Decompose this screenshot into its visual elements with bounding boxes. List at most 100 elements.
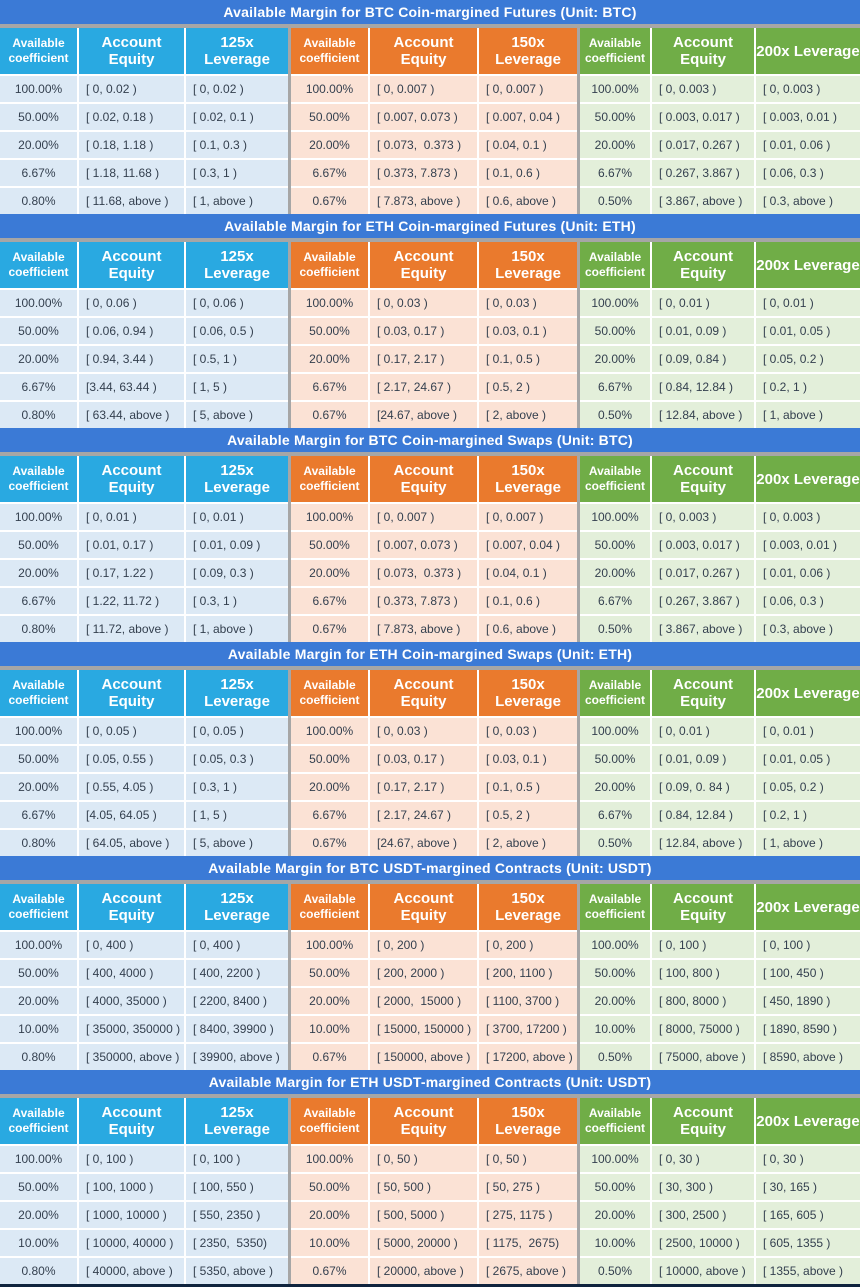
coefficient-header: Available coefficient <box>580 242 650 288</box>
table-groups: Available coefficient Account Equity 125x … <box>0 28 860 214</box>
equity-header: Account Equity <box>79 456 184 502</box>
leverage-header: 200x Leverage <box>756 1098 860 1144</box>
leverage-group-orange: Available coefficient Account Equity 150x … <box>291 1098 577 1284</box>
leverage-group-blue: Available coefficient Account Equity 125x … <box>0 28 288 214</box>
equity-range-cell: [ 0.03, 0.17 ) <box>370 318 477 344</box>
coefficient-cell: 0.80% <box>0 188 77 214</box>
equity-range-cell: [ 0.073, 0.373 ) <box>370 132 477 158</box>
leverage-range-cell: [ 1100, 3700 ) <box>479 988 577 1014</box>
leverage-header: 150x Leverage <box>479 28 577 74</box>
leverage-range-cell: [ 0, 400 ) <box>186 932 288 958</box>
title-separator <box>0 238 860 242</box>
leverage-group-orange: Available coefficient Account Equity 150x … <box>291 242 577 428</box>
coefficient-cell: 20.00% <box>0 560 77 586</box>
equity-range-cell: [ 0.17, 2.17 ) <box>370 346 477 372</box>
coefficient-header: Available coefficient <box>580 28 650 74</box>
leverage-range-cell: [ 0, 0.01 ) <box>756 290 860 316</box>
equity-header: Account Equity <box>370 242 477 288</box>
leverage-range-cell: [ 2675, above ) <box>479 1258 577 1284</box>
leverage-range-cell: [ 0.5, 2 ) <box>479 802 577 828</box>
leverage-range-cell: [ 1, above ) <box>186 616 288 642</box>
coefficient-header: Available coefficient <box>0 670 77 716</box>
leverage-range-cell: [ 0, 0.02 ) <box>186 76 288 102</box>
equity-range-cell: [24.67, above ) <box>370 402 477 428</box>
coefficient-cell: 20.00% <box>291 346 368 372</box>
equity-header: Account Equity <box>79 1098 184 1144</box>
leverage-header: 125x Leverage <box>186 670 288 716</box>
leverage-header: 200x Leverage <box>756 242 860 288</box>
title-separator <box>0 1094 860 1098</box>
table-groups: Available coefficient Account Equity 125x … <box>0 1098 860 1284</box>
coefficient-header: Available coefficient <box>0 884 77 930</box>
leverage-range-cell: [ 0.007, 0.04 ) <box>479 532 577 558</box>
leverage-range-cell: [ 0.3, 1 ) <box>186 160 288 186</box>
leverage-range-cell: [ 100, 450 ) <box>756 960 860 986</box>
coefficient-header: Available coefficient <box>291 242 368 288</box>
leverage-range-cell: [ 0.01, 0.09 ) <box>186 532 288 558</box>
leverage-range-cell: [ 0, 0.03 ) <box>479 290 577 316</box>
equity-range-cell: [ 150000, above ) <box>370 1044 477 1070</box>
coefficient-cell: 20.00% <box>0 1202 77 1228</box>
leverage-header: 150x Leverage <box>479 884 577 930</box>
leverage-header: 125x Leverage <box>186 242 288 288</box>
equity-header: Account Equity <box>370 670 477 716</box>
equity-range-cell: [ 8000, 75000 ) <box>652 1016 754 1042</box>
coefficient-cell: 100.00% <box>580 76 650 102</box>
coefficient-cell: 10.00% <box>580 1230 650 1256</box>
coefficient-cell: 0.67% <box>291 402 368 428</box>
leverage-range-cell: [ 0, 30 ) <box>756 1146 860 1172</box>
coefficient-cell: 50.00% <box>580 746 650 772</box>
margin-table: Available Margin for ETH Coin-margined S… <box>0 642 860 856</box>
coefficient-cell: 0.67% <box>291 616 368 642</box>
equity-range-cell: [ 3.867, above ) <box>652 616 754 642</box>
equity-range-cell: [ 0.84, 12.84 ) <box>652 374 754 400</box>
leverage-range-cell: [ 0.1, 0.3 ) <box>186 132 288 158</box>
leverage-header: 125x Leverage <box>186 1098 288 1144</box>
leverage-header: 200x Leverage <box>756 28 860 74</box>
leverage-group-blue: Available coefficient Account Equity 125x … <box>0 884 288 1070</box>
leverage-range-cell: [ 2, above ) <box>479 830 577 856</box>
leverage-range-cell: [ 0.3, 1 ) <box>186 588 288 614</box>
leverage-range-cell: [ 0, 0.003 ) <box>756 76 860 102</box>
equity-range-cell: [ 64.05, above ) <box>79 830 184 856</box>
leverage-range-cell: [ 2350, 5350) <box>186 1230 288 1256</box>
equity-range-cell: [ 0.17, 2.17 ) <box>370 774 477 800</box>
leverage-group-blue: Available coefficient Account Equity 125x … <box>0 456 288 642</box>
coefficient-header: Available coefficient <box>0 456 77 502</box>
leverage-range-cell: [ 1, 5 ) <box>186 802 288 828</box>
equity-range-cell: [ 5000, 20000 ) <box>370 1230 477 1256</box>
leverage-range-cell: [ 0.01, 0.06 ) <box>756 132 860 158</box>
equity-range-cell: [ 0.003, 0.017 ) <box>652 532 754 558</box>
equity-range-cell: [ 500, 5000 ) <box>370 1202 477 1228</box>
coefficient-cell: 20.00% <box>580 774 650 800</box>
leverage-range-cell: [ 0.09, 0.3 ) <box>186 560 288 586</box>
leverage-range-cell: [ 0.03, 0.1 ) <box>479 746 577 772</box>
leverage-group-orange: Available coefficient Account Equity 150x … <box>291 884 577 1070</box>
leverage-group-green: Available coefficient Account Equity 200x … <box>580 28 860 214</box>
equity-range-cell: [4.05, 64.05 ) <box>79 802 184 828</box>
leverage-group-orange: Available coefficient Account Equity 150x … <box>291 670 577 856</box>
coefficient-header: Available coefficient <box>580 670 650 716</box>
leverage-range-cell: [ 165, 605 ) <box>756 1202 860 1228</box>
coefficient-cell: 0.67% <box>291 830 368 856</box>
equity-range-cell: [ 0, 0.007 ) <box>370 76 477 102</box>
leverage-range-cell: [ 0, 100 ) <box>186 1146 288 1172</box>
coefficient-cell: 100.00% <box>0 718 77 744</box>
coefficient-cell: 100.00% <box>291 504 368 530</box>
coefficient-cell: 50.00% <box>0 532 77 558</box>
equity-range-cell: [ 3.867, above ) <box>652 188 754 214</box>
leverage-range-cell: [ 30, 165 ) <box>756 1174 860 1200</box>
leverage-range-cell: [ 0.01, 0.05 ) <box>756 318 860 344</box>
leverage-header: 150x Leverage <box>479 670 577 716</box>
equity-range-cell: [ 1.18, 11.68 ) <box>79 160 184 186</box>
equity-range-cell: [ 0, 0.007 ) <box>370 504 477 530</box>
leverage-range-cell: [ 0.003, 0.01 ) <box>756 532 860 558</box>
leverage-range-cell: [ 100, 550 ) <box>186 1174 288 1200</box>
leverage-range-cell: [ 0.5, 2 ) <box>479 374 577 400</box>
leverage-group-green: Available coefficient Account Equity 200x … <box>580 456 860 642</box>
coefficient-cell: 10.00% <box>0 1016 77 1042</box>
leverage-range-cell: [ 2, above ) <box>479 402 577 428</box>
equity-range-cell: [ 1000, 10000 ) <box>79 1202 184 1228</box>
leverage-range-cell: [ 2200, 8400 ) <box>186 988 288 1014</box>
